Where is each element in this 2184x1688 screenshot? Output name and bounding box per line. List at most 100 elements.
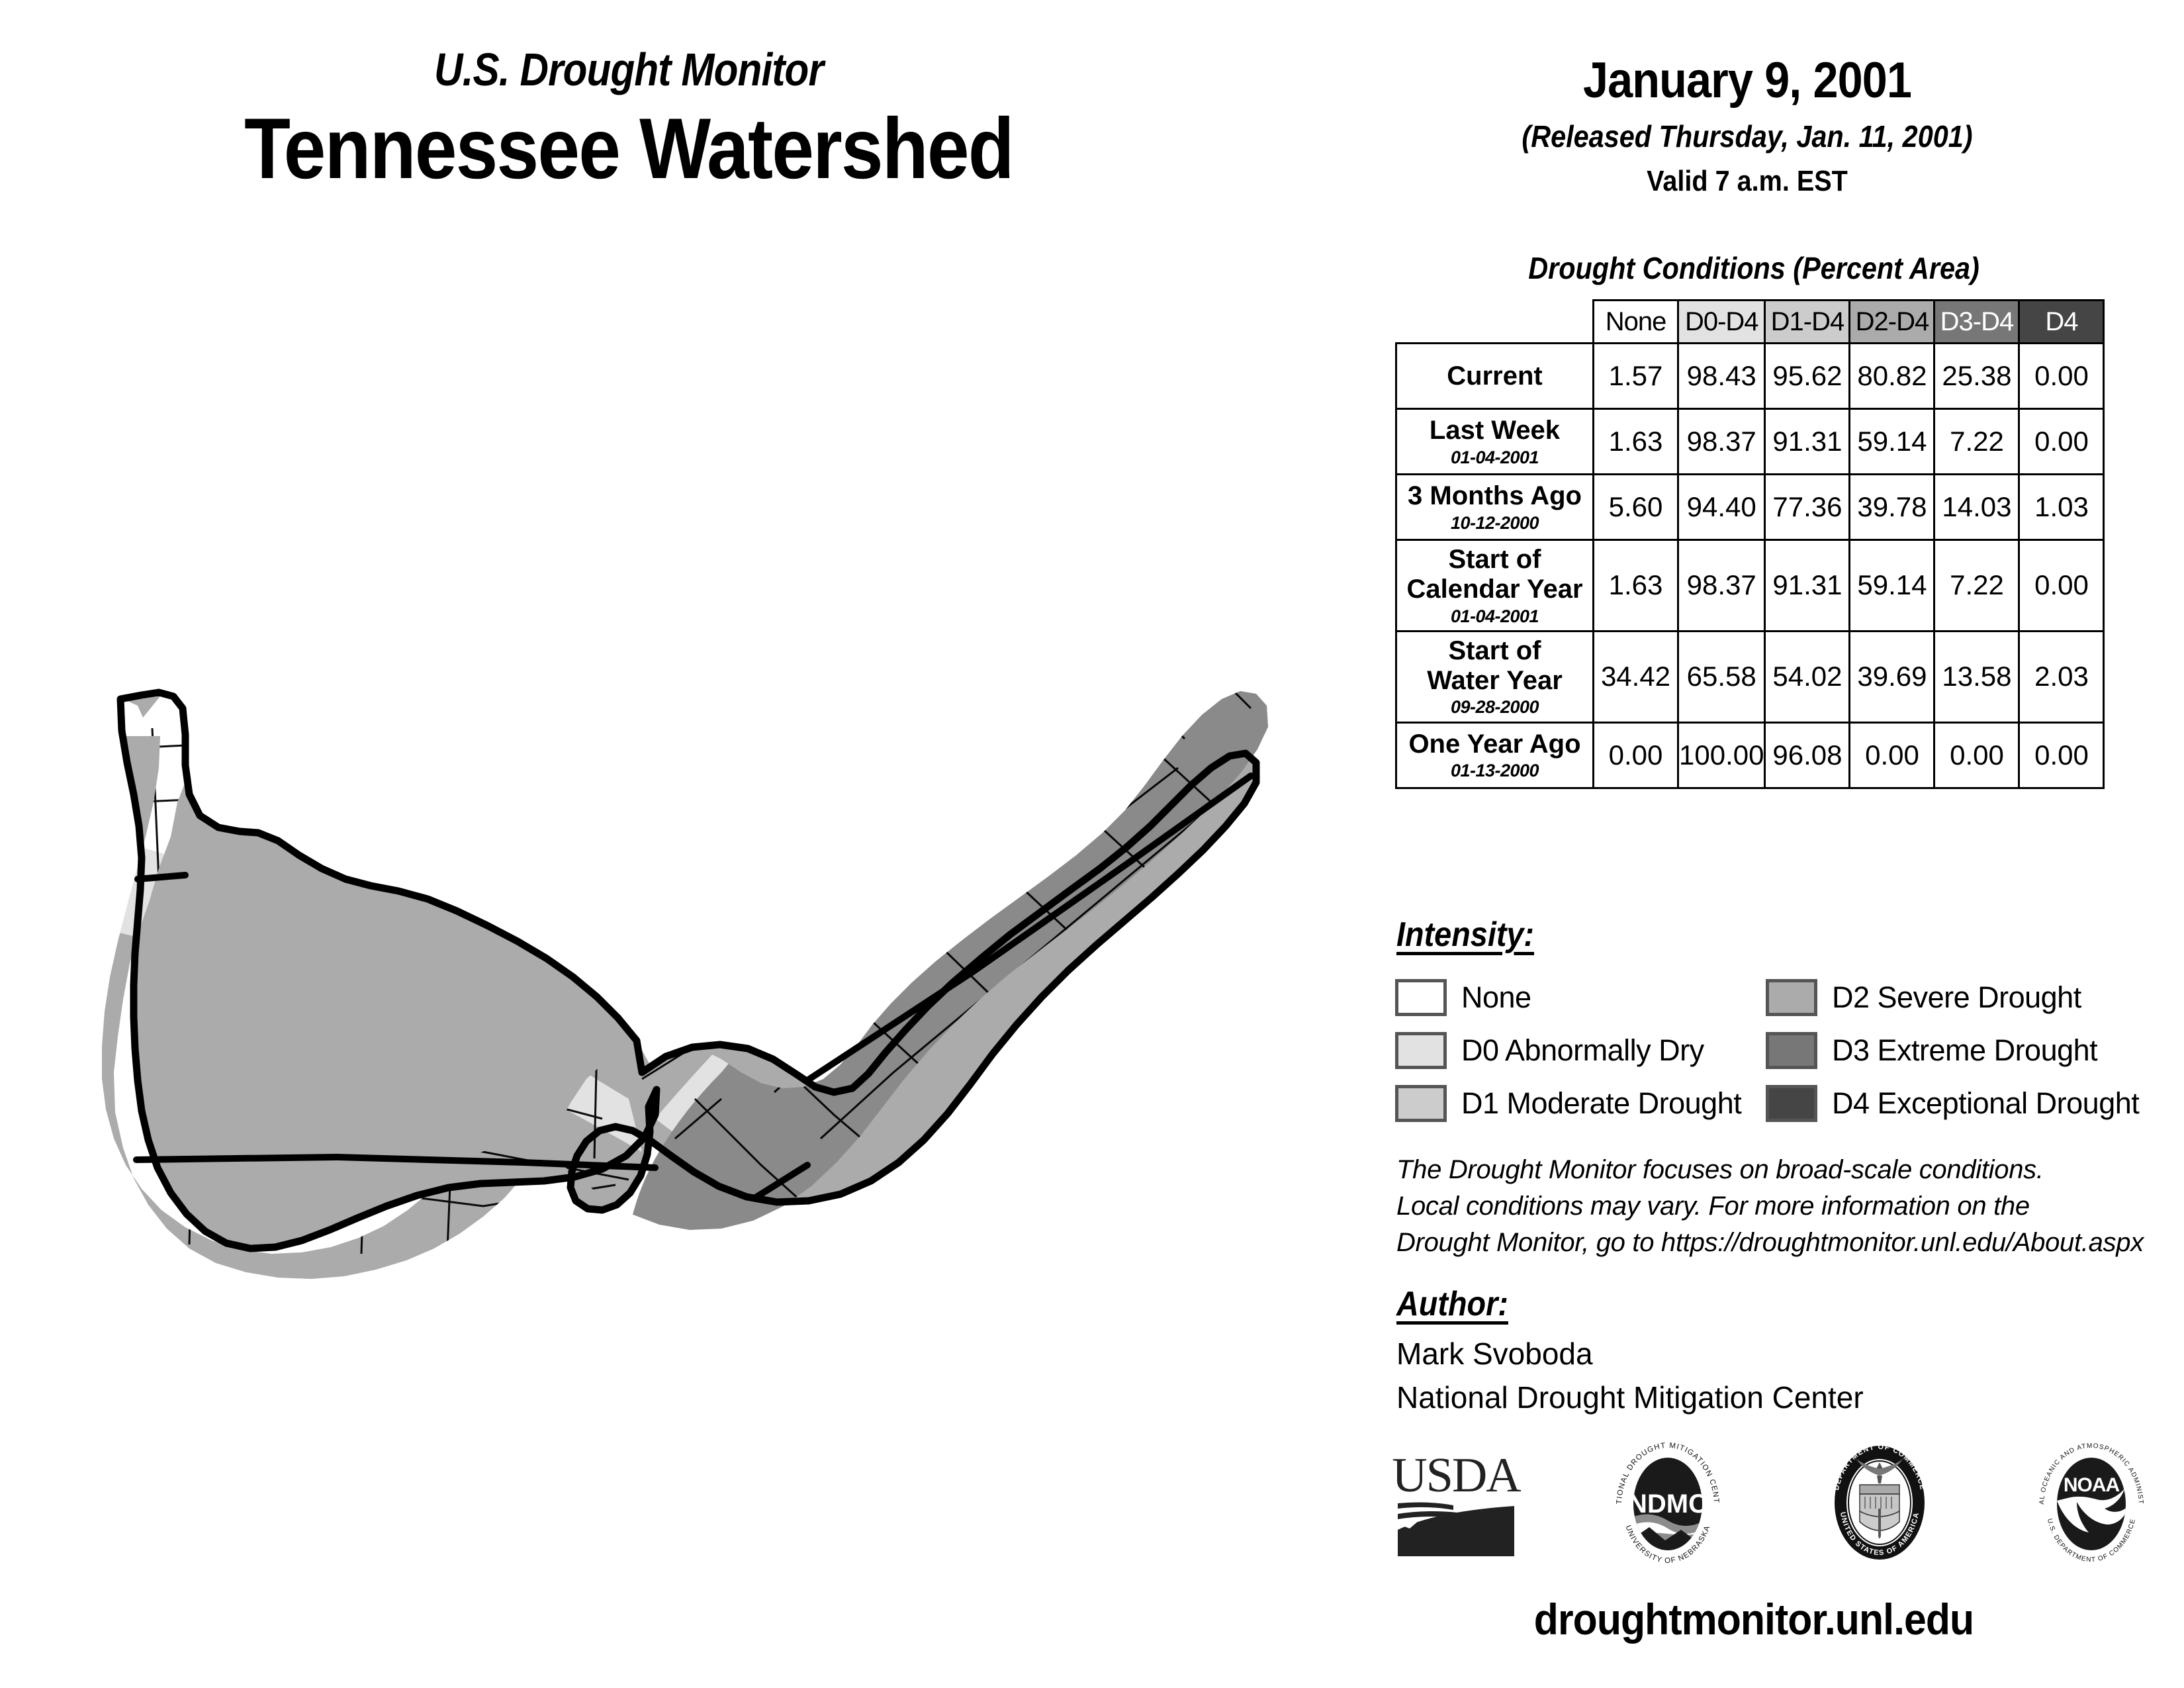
legend-swatch xyxy=(1395,1032,1447,1069)
table-cell-value: 59.14 xyxy=(1848,408,1936,475)
legend-item: D4 Exceptional Drought xyxy=(1766,1078,2140,1129)
title-block: U.S. Drought Monitor Tennessee Watershed xyxy=(0,46,1257,195)
tennessee-watershed-drought-map xyxy=(101,688,1268,1279)
table-header-d4: D4 xyxy=(2018,299,2105,344)
table-header-d0-d4: D0-D4 xyxy=(1676,299,1766,344)
usda-logo: USDA xyxy=(1392,1448,1522,1556)
table-cell-value: 5.60 xyxy=(1592,473,1679,541)
table-cell-value: 25.38 xyxy=(1933,342,2021,410)
table-cell-value: 98.37 xyxy=(1676,539,1766,632)
table-header-d1-d4: D1-D4 xyxy=(1764,299,1851,344)
table-cell-value: 0.00 xyxy=(2018,721,2105,789)
legend-label: D3 Extreme Drought xyxy=(1832,1033,2098,1067)
table-header-d2-d4: D2-D4 xyxy=(1848,299,1936,344)
release-date: (Released Thursday, Jan. 11, 2001) xyxy=(1522,119,1973,154)
intensity-legend-title: Intensity: xyxy=(1396,915,1535,954)
page-title: Tennessee Watershed xyxy=(244,100,1015,197)
table-cell-value: 1.63 xyxy=(1592,539,1679,632)
noaa-logo-text: NOAA xyxy=(2064,1474,2120,1496)
table-cell-value: 65.58 xyxy=(1676,630,1766,724)
table-cell-value: 98.37 xyxy=(1676,408,1766,475)
table-header-none: None xyxy=(1592,299,1679,344)
table-cell-value: 0.00 xyxy=(2018,539,2105,632)
table-cell-value: 100.00 xyxy=(1676,721,1766,789)
table-cell-value: 98.43 xyxy=(1676,342,1766,410)
page-subtitle: U.S. Drought Monitor xyxy=(433,44,824,95)
disclaimer-line-2: Local conditions may vary. For more info… xyxy=(1396,1192,2030,1221)
legend-swatch xyxy=(1766,979,1817,1016)
legend-item: None xyxy=(1395,972,1741,1023)
table-cell-value: 0.00 xyxy=(1592,721,1679,789)
table-corner-cell xyxy=(1396,301,1594,344)
table-cell-value: 39.78 xyxy=(1848,473,1936,541)
table-row-label: Last Week 01-04-2001 xyxy=(1395,408,1594,475)
table-cell-value: 54.02 xyxy=(1764,630,1851,724)
state-boundaries xyxy=(133,773,1254,1201)
table-row-date: 01-04-2001 xyxy=(1450,447,1539,467)
legend-column-left: None D0 Abnormally Dry D1 Moderate Drought xyxy=(1395,972,1742,1131)
table-cell-value: 2.03 xyxy=(2018,630,2105,724)
table-cell-value: 0.00 xyxy=(2018,408,2105,475)
legend-swatch xyxy=(1766,1032,1817,1069)
table-cell-value: 1.03 xyxy=(2018,473,2105,541)
table-row-label: Start of Calendar Year 01-04-2001 xyxy=(1395,539,1594,632)
basin-west-lobe xyxy=(120,692,657,1248)
table-cell-value: 1.63 xyxy=(1592,408,1679,475)
legend-item: D1 Moderate Drought xyxy=(1395,1078,1742,1129)
table-cell-value: 0.00 xyxy=(2018,342,2105,410)
table-body: Current 1.57 98.43 95.62 80.82 25.38 0.00 Last … xyxy=(1395,342,2105,789)
legend-label: D4 Exceptional Drought xyxy=(1832,1086,2140,1120)
table-cell-value: 95.62 xyxy=(1764,342,1851,410)
table-cell-value: 0.00 xyxy=(1933,721,2021,789)
author-label: Author: xyxy=(1396,1285,1508,1323)
table-cell-value: 96.08 xyxy=(1764,721,1851,789)
logo-row: USDA NDMC NATIONAL DROUGHT MITIGATION CE… xyxy=(1390,1436,2158,1569)
ndmc-logo-text: NDMC xyxy=(1628,1489,1707,1519)
author-organization: National Drought Mitigation Center xyxy=(1396,1380,1864,1415)
drought-conditions-table: None D0-D4 D1-D4 D2-D4 D3-D4 D4 Current 1.57 98… xyxy=(1395,299,2105,789)
table-cell-value: 14.03 xyxy=(1933,473,2021,541)
legend-column-right: D2 Severe Drought D3 Extreme Drought D4 Ex… xyxy=(1766,972,2140,1131)
table-row: Start of Water Year 09-28-2000 34.42 65.58 54… xyxy=(1395,630,2105,724)
table-header-row: None D0-D4 D1-D4 D2-D4 D3-D4 D4 xyxy=(1396,299,2105,344)
table-row-date: 09-28-2000 xyxy=(1450,697,1539,718)
author-name: Mark Svoboda xyxy=(1396,1336,1593,1371)
ndmc-logo: NDMC NATIONAL DROUGHT MITIGATION CENTER … xyxy=(1602,1440,1719,1565)
watershed-outline xyxy=(116,688,1260,1252)
table-row: One Year Ago 01-13-2000 0.00 100.00 96.08 0.0… xyxy=(1395,721,2105,789)
legend-item: D0 Abnormally Dry xyxy=(1395,1025,1741,1076)
report-date: January 9, 2001 xyxy=(1582,52,1912,109)
table-row: 3 Months Ago 10-12-2000 5.60 94.40 77.36 39.7… xyxy=(1395,473,2105,541)
legend-label: D0 Abnormally Dry xyxy=(1461,1033,1704,1067)
table-cell-value: 91.31 xyxy=(1764,408,1851,475)
table-row-label: 3 Months Ago 10-12-2000 xyxy=(1395,473,1594,541)
table-row-date: 01-13-2000 xyxy=(1450,761,1539,781)
table-header-d3-d4: D3-D4 xyxy=(1933,299,2021,344)
table-row-label: Start of Water Year 09-28-2000 xyxy=(1395,630,1594,724)
table-row: Start of Calendar Year 01-04-2001 1.63 98.37… xyxy=(1395,539,2105,632)
table-cell-value: 34.42 xyxy=(1592,630,1679,724)
table-cell-value: 1.57 xyxy=(1592,342,1679,410)
usda-logo-text: USDA xyxy=(1392,1448,1521,1503)
footer-url: droughtmonitor.unl.edu xyxy=(1533,1595,1974,1644)
table-row-date: 01-04-2001 xyxy=(1450,606,1539,626)
legend-item: D2 Severe Drought xyxy=(1766,972,2139,1023)
table-caption: Drought Conditions (Percent Area) xyxy=(1528,251,1979,285)
legend-item: D3 Extreme Drought xyxy=(1766,1025,2139,1076)
table-row: Last Week 01-04-2001 1.63 98.37 91.31 59.14 7.… xyxy=(1395,408,2105,475)
table-cell-value: 13.58 xyxy=(1933,630,2021,724)
table-cell-value: 7.22 xyxy=(1933,539,2021,632)
disclaimer-line-1: The Drought Monitor focuses on broad-sca… xyxy=(1396,1155,2044,1184)
legend-swatch xyxy=(1395,1085,1447,1122)
doc-seal: DEPARTMENT OF COMMERCE UNITED STATES OF … xyxy=(1833,1443,1926,1560)
disclaimer-line-3: Drought Monitor, go to https://droughtmo… xyxy=(1396,1228,2144,1258)
table-cell-value: 0.00 xyxy=(1848,721,1936,789)
table-row-label: Current xyxy=(1395,342,1594,410)
legend-swatch xyxy=(1395,979,1447,1016)
table-row-date: 10-12-2000 xyxy=(1450,512,1539,533)
table-cell-value: 77.36 xyxy=(1764,473,1851,541)
table-cell-value: 80.82 xyxy=(1848,342,1936,410)
map-container xyxy=(60,569,1330,1311)
table-cell-value: 59.14 xyxy=(1848,539,1936,632)
